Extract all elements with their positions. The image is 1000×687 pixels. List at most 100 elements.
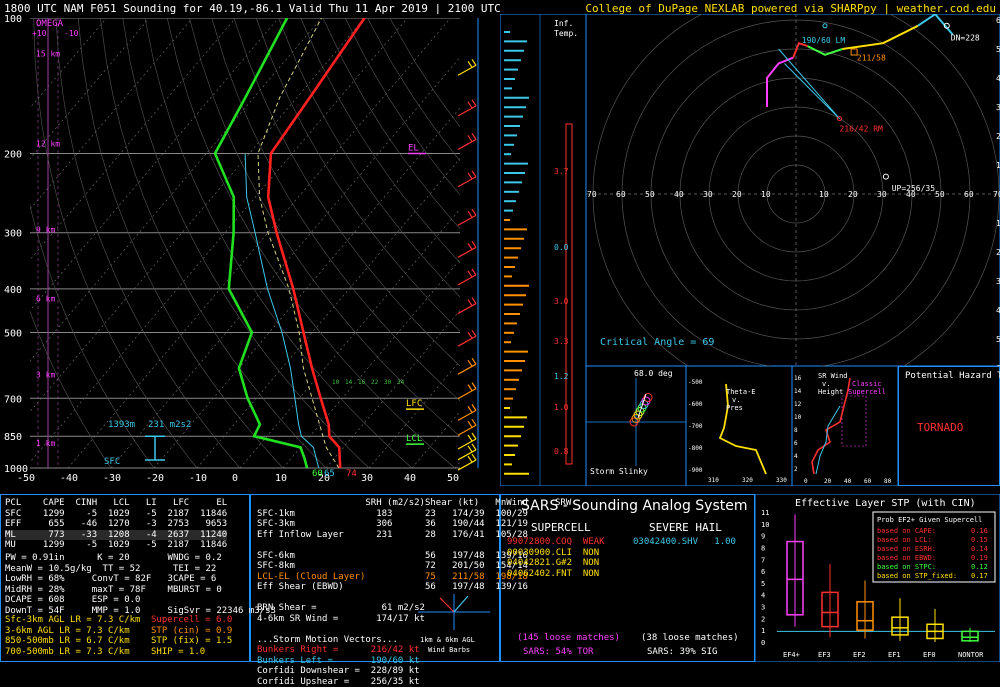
hodo-x-label: 40 <box>674 190 684 199</box>
hodo-lm-marker <box>822 23 828 29</box>
hodo-x-label: 30 <box>703 190 713 199</box>
temp-label: 20 <box>318 473 330 484</box>
wind-barb <box>457 335 477 347</box>
mixing-ratio-label: 14 <box>345 379 353 386</box>
wind-barb-flag <box>471 268 477 276</box>
wind-barb-flag <box>471 99 477 107</box>
stp-x-label: EF4+ <box>783 651 800 659</box>
isotherm <box>30 18 322 362</box>
sars-title: SARS - Sounding Analog System <box>521 498 748 514</box>
srw-x-label: 0 <box>804 478 808 485</box>
motion-vector: Corfidi Upshear = 256/35 kt <box>257 676 420 687</box>
stp-title: Effective Layer STP (with CIN) <box>795 498 976 509</box>
slinky-ring <box>643 393 653 402</box>
sars-hail-list: 03042400.SHV 1.00 <box>633 537 736 548</box>
srw-y-label: 4 <box>794 453 798 460</box>
stp-box <box>821 591 839 628</box>
index-line: LowRH = 68% ConvT = 82F 3CAPE = 6 <box>5 574 217 584</box>
sars-supercell-match: 04042821.G#2 NON <box>507 558 600 568</box>
sars-tor: SARS: 54% TOR <box>523 647 594 657</box>
motion-title: ...Storm Motion Vectors... <box>257 634 398 645</box>
slinky-vector <box>637 393 647 419</box>
stp-prob-label: based on EBWD: <box>877 554 936 562</box>
hodo-x-label: 20 <box>848 190 858 199</box>
stp-y-label: 2 <box>761 615 765 623</box>
isotherm <box>239 208 460 469</box>
inflow-label: Inf. <box>554 19 573 28</box>
sars-supercell-match: 99072800.COQ WEAK <box>507 537 605 547</box>
height-label: 6 km <box>36 294 55 303</box>
slinky-title: Storm Slinky <box>590 467 648 476</box>
dry-adiabat <box>255 18 460 332</box>
sars-sig: SARS: 39% SIG <box>647 647 718 657</box>
wind-barb-flag <box>467 299 473 306</box>
temp-label: -50 <box>17 473 35 484</box>
srw-x-label: 60 <box>864 478 872 485</box>
parcel-row: ML 773 -33 1208 -4 2637 11240 <box>5 529 228 540</box>
hodo-x-label: 30 <box>877 190 887 199</box>
inflow-value: 3.0 <box>554 297 569 306</box>
sars-hail-match: 03042400.SHV 1.00 <box>633 537 736 547</box>
stp-y-label: 6 <box>761 568 765 576</box>
barb-label-2: Wind Barbs <box>428 646 470 654</box>
stp-x-label: EF0 <box>923 651 936 659</box>
lapse-rates: Sfc-3km AGL LR = 7.3 C/km 3-6km AGL LR =… <box>5 615 140 657</box>
wind-barb-flag <box>467 445 473 453</box>
storm-slinky: 68.0 deg Storm Slinky <box>586 366 686 486</box>
wind-barb-flag <box>467 172 473 180</box>
hodo-rm-marker <box>837 116 842 122</box>
temp-label: -10 <box>189 473 207 484</box>
mixing-ratio-label: 30 <box>384 379 392 386</box>
wind-barb-flag <box>471 133 477 140</box>
wind-barb-flag <box>467 406 473 413</box>
temp-label: -20 <box>146 473 164 484</box>
omega-tick-minus: -10 <box>64 29 79 38</box>
hodo-dn-marker <box>943 22 950 29</box>
wind-barb-flag <box>471 329 477 337</box>
dry-adiabat <box>322 18 460 230</box>
kin-row: Eff Inflow Layer 231 28 176/41 105/28 <box>257 529 528 540</box>
stp-y-label: 4 <box>761 592 765 600</box>
srw-y-label: 12 <box>794 401 802 408</box>
srw-y-label: 14 <box>794 388 802 395</box>
height-label: 15 km <box>36 50 60 59</box>
motion-vector: Corfidi Downshear = 228/89 kt <box>257 666 420 676</box>
parcel-row: SFC 1299 -5 1029 -5 2187 11846 <box>5 508 228 519</box>
wind-barb-flag <box>467 455 473 463</box>
eff-inflow-srh: 231 m2s2 <box>148 420 191 430</box>
lfc-label: LFC <box>406 399 422 409</box>
mixing-ratio-label: 34 <box>397 379 405 386</box>
dewpoint-line <box>213 18 309 469</box>
temp-label: 40 <box>404 473 416 484</box>
kin-header: SRH (m2/s2)Shear (kt) MnWind SRW <box>257 498 572 508</box>
wind-barb <box>457 176 477 188</box>
theta-y-label: -500 <box>688 379 703 386</box>
index-line: MeanW = 10.5g/kg TT = 52 TEI = 22 <box>5 563 217 574</box>
dry-adiabat <box>300 18 460 264</box>
dry-adiabat <box>233 18 460 367</box>
wind-barb-flag <box>471 404 477 411</box>
index-line: PW = 0.91in K = 20 WNDG = 0.2 <box>5 553 222 563</box>
hodo-trace-3-6km <box>792 41 808 59</box>
stp-prob-value: 0.19 <box>971 554 988 562</box>
srw-y-label: 2 <box>794 466 798 473</box>
pressure-label-1000: 1000 <box>4 464 28 475</box>
lapse-line: 3-6km AGL LR = 7.3 C/km <box>5 625 130 636</box>
srw-y-label: 10 <box>794 414 802 421</box>
parcel-row: EFF 655 -46 1270 -3 2753 9653 <box>5 519 228 529</box>
wind-barb-flag <box>471 418 477 426</box>
wind-barb-flag <box>471 432 477 440</box>
theta-y-label: -800 <box>688 445 703 452</box>
hodo-mean-marker <box>850 48 858 56</box>
wind-barb-flag <box>471 170 477 178</box>
dry-adiabat <box>33 18 198 469</box>
pressure-label-850: 850 <box>4 432 22 443</box>
stp-prob-label: based on STPC: <box>877 563 936 571</box>
inflow-value: 3.3 <box>554 337 569 346</box>
height-label: 3 km <box>36 371 55 380</box>
stp-y-label: 10 <box>761 521 769 529</box>
srw-y-label: 8 <box>794 427 798 434</box>
hodo-x-label: 10 <box>819 190 829 199</box>
sars-supercell-title: SUPERCELL <box>531 521 591 534</box>
